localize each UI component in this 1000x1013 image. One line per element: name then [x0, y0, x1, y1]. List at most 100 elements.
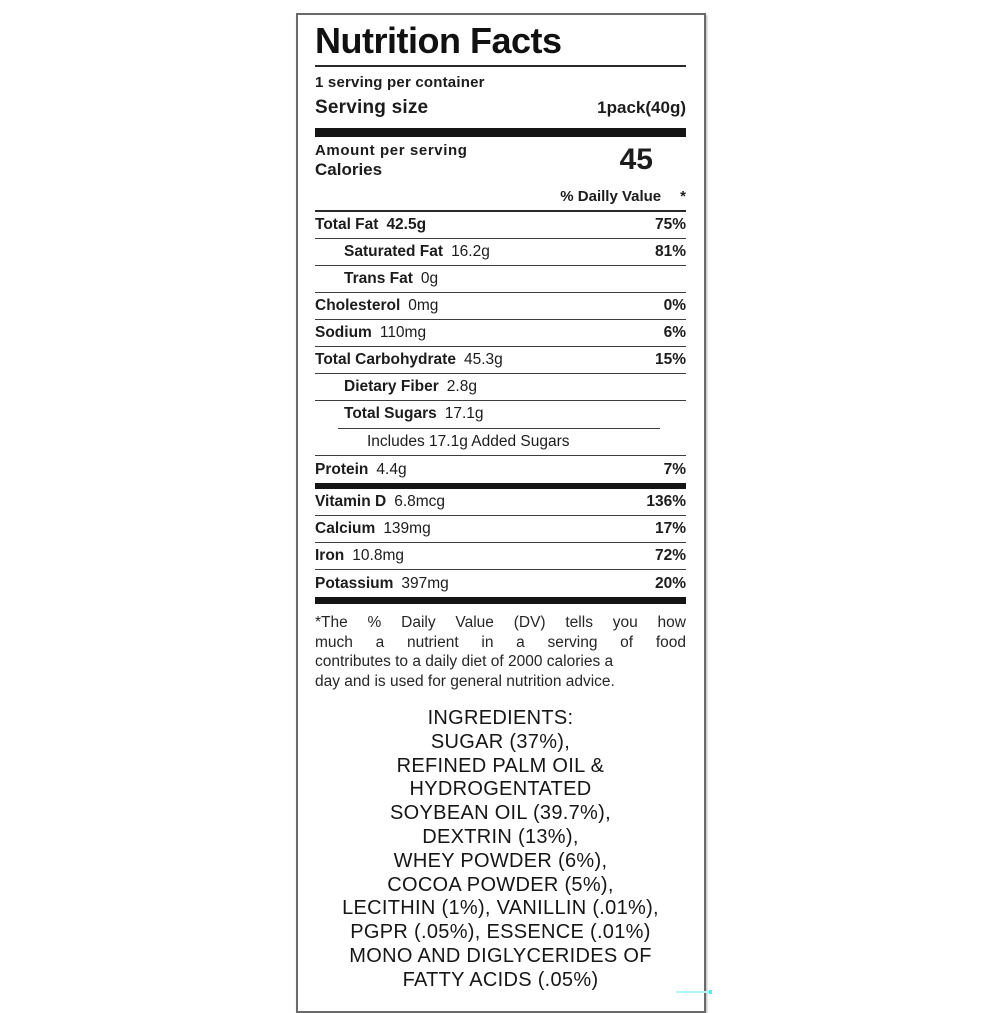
ingredients-line: HYDROGENTATED	[409, 778, 592, 801]
thick-divider-mid	[315, 483, 686, 490]
nutrient-row-total-carbohydrate: Total Carbohydrate 45.3g 15%	[315, 347, 686, 374]
nutrient-daily-value: 20%	[654, 574, 686, 592]
calories-label: Calories	[315, 159, 383, 179]
nutrient-daily-value: 7%	[663, 460, 686, 478]
nutrient-amount: 397mg	[401, 574, 449, 592]
nutrient-daily-value: 81%	[654, 242, 686, 260]
daily-value-header-row: % Dailly Value *	[315, 180, 686, 212]
nutrient-name: Calcium	[315, 520, 376, 538]
nutrient-row-calcium: Calcium 139mg 17%	[315, 516, 686, 544]
nutrient-row-left: Cholesterol 0mg	[315, 297, 438, 315]
nutrient-name: Sodium	[315, 323, 372, 341]
nutrient-name: Trans Fat	[344, 269, 413, 287]
ingredients-line: LECITHIN (1%), VANILLIN (.01%),	[342, 897, 659, 920]
nutrient-row-left: Saturated Fat 16.2g	[315, 243, 490, 261]
nutrient-row-left: Calcium 139mg	[315, 520, 431, 538]
daily-value-footnote: *The % Daily Value (DV) tells you how muc…	[315, 613, 686, 691]
ingredients-line: REFINED PALM OIL &	[396, 754, 605, 777]
nutrient-row-total-sugars: Total Sugars 17.1g	[315, 401, 686, 428]
nutrient-row-includes-17-1g-added-sugars: Includes 17.1g Added Sugars	[315, 429, 686, 457]
nutrient-row-protein: Protein 4.4g 7%	[315, 456, 686, 483]
nutrient-row-left: Vitamin D 6.8mcg	[315, 493, 445, 511]
nutrient-row-dietary-fiber: Dietary Fiber 2.8g	[315, 374, 686, 401]
nutrient-name: Cholesterol	[315, 296, 401, 314]
thick-divider-bottom	[315, 597, 686, 605]
nutrient-amount: 0mg	[408, 296, 439, 314]
nutrient-amount: 4.4g	[376, 460, 407, 478]
nutrient-row-sodium: Sodium 110mg 6%	[315, 320, 686, 347]
nutrient-amount: 2.8g	[446, 377, 477, 395]
nutrient-row-saturated-fat: Saturated Fat 16.2g 81%	[315, 239, 686, 266]
nutrient-daily-value: 17%	[654, 520, 686, 538]
cyan-artifact-line	[676, 990, 712, 994]
nutrient-row-potassium: Potassium 397mg 20%	[315, 570, 686, 597]
nutrient-daily-value: 136%	[646, 493, 686, 511]
footnote-line: day and is used for general nutrition ad…	[315, 672, 615, 690]
nutrient-row-left: Protein 4.4g	[315, 461, 407, 479]
title-divider	[315, 64, 686, 67]
nutrient-name: Total Sugars	[344, 405, 437, 423]
nutrient-amount: 10.8mg	[352, 547, 404, 565]
calories-value: 45	[619, 142, 653, 176]
amount-per-serving-label: Amount per serving	[315, 141, 468, 159]
ingredients-line: SOYBEAN OIL (39.7%),	[390, 802, 611, 825]
nutrient-amount: 17.1g	[444, 405, 484, 423]
ingredients-line: SUGAR (37%),	[430, 730, 571, 753]
nutrient-name: Vitamin D	[315, 493, 387, 511]
nutrient-amount: 16.2g	[451, 242, 490, 260]
ingredients-line: MONO AND DIGLYCERIDES OF	[349, 945, 652, 968]
nutrient-daily-value: 75%	[654, 215, 686, 233]
ingredients-line: COCOA POWDER (5%),	[387, 873, 614, 896]
calories-left-block: Amount per serving Calories	[315, 142, 468, 180]
footnote-line: much a nutrient in a serving of food	[315, 633, 686, 651]
nutrient-name: Dietary Fiber	[344, 377, 439, 395]
nutrient-row-vitamin-d: Vitamin D 6.8mcg 136%	[315, 489, 686, 517]
nutrient-row-left: Total Carbohydrate 45.3g	[315, 351, 503, 369]
servings-per-container: 1 serving per container	[315, 73, 485, 91]
ingredients-line: INGREDIENTS:	[427, 707, 574, 730]
nutrient-amount: 6.8mcg	[394, 493, 446, 511]
nutrient-row-left: Potassium 397mg	[315, 575, 449, 593]
nutrient-row-left: Total Fat 42.5g	[315, 216, 426, 234]
nutrition-facts-label: Nutrition Facts 1 serving per container …	[296, 13, 706, 1013]
nutrient-row-left: Includes 17.1g Added Sugars	[315, 433, 570, 451]
short-divider	[338, 427, 660, 430]
nutrient-daily-value: 6%	[663, 323, 686, 341]
nutrient-rows: Total Fat 42.5g 75% Saturated Fat 16.2g 81% Tr…	[315, 212, 686, 605]
nutrient-row-iron: Iron 10.8mg 72%	[315, 543, 686, 571]
ingredients-list: INGREDIENTS: SUGAR (37%), REFINED PALM OIL…	[315, 707, 686, 993]
nutrient-name: Potassium	[315, 574, 394, 592]
nutrient-amount: 45.3g	[463, 350, 503, 368]
nutrient-name: Total Fat	[315, 215, 379, 233]
nutrient-amount: 139mg	[383, 520, 431, 538]
nutrient-daily-value: 15%	[654, 350, 686, 368]
nutrient-amount: 0g	[420, 269, 439, 287]
nutrient-amount: 42.5g	[386, 215, 427, 233]
serving-size-label: Serving size	[315, 96, 429, 118]
serving-size-row: Serving size 1pack(40g)	[315, 97, 686, 119]
nutrient-daily-value: 0%	[663, 296, 686, 314]
thick-divider-top	[315, 127, 686, 137]
ingredients-line: FATTY ACIDS (.05%)	[402, 968, 599, 991]
footnote-line: *The % Daily Value (DV) tells you how	[315, 614, 686, 632]
ingredients-line: DEXTRIN (13%),	[422, 826, 579, 849]
ingredients-line: PGPR (.05%), ESSENCE (.01%)	[350, 921, 651, 944]
nutrient-amount: 110mg	[379, 323, 427, 341]
nutrient-row-left: Total Sugars 17.1g	[315, 405, 484, 423]
ingredients-line: WHEY POWDER (6%),	[393, 849, 608, 872]
nutrient-row-trans-fat: Trans Fat 0g	[315, 266, 686, 293]
nutrient-row-left: Sodium 110mg	[315, 324, 426, 342]
nutrient-row-total-fat: Total Fat 42.5g 75%	[315, 212, 686, 239]
nutrient-daily-value: 72%	[654, 547, 686, 565]
nutrient-row-left: Iron 10.8mg	[315, 547, 404, 565]
footnote-line: contributes to a daily diet of 2000 calo…	[315, 653, 614, 671]
nutrient-row-cholesterol: Cholesterol 0mg 0%	[315, 293, 686, 320]
nutrient-amount: Includes 17.1g Added Sugars	[367, 433, 570, 451]
nutrient-name: Protein	[315, 460, 369, 478]
nutrient-name: Iron	[315, 547, 345, 565]
nutrient-row-left: Trans Fat 0g	[315, 270, 438, 288]
serving-size-value: 1pack(40g)	[597, 97, 686, 117]
daily-value-asterisk: *	[680, 187, 686, 205]
nutrient-name: Saturated Fat	[344, 242, 444, 260]
nutrition-facts-title: Nutrition Facts	[315, 20, 562, 61]
